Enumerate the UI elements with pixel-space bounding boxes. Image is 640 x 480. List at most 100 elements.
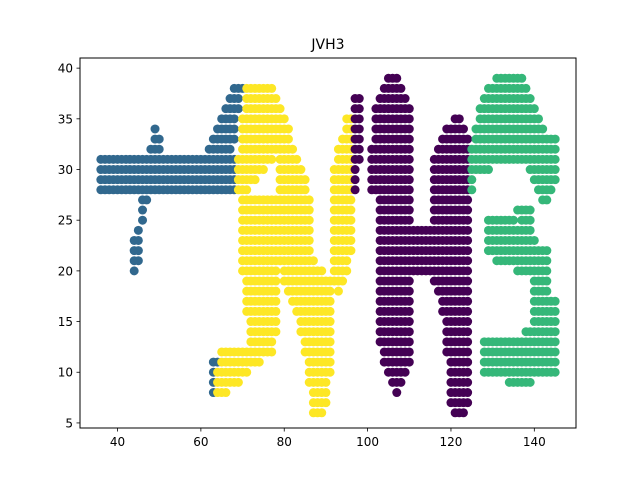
data-point (300, 175, 310, 185)
data-point (350, 185, 360, 195)
x-tick-label: 60 (193, 435, 208, 449)
data-point (538, 124, 548, 134)
data-point (292, 154, 302, 164)
data-point (550, 317, 560, 327)
data-point (550, 327, 560, 337)
data-point (354, 94, 364, 104)
data-point (267, 154, 277, 164)
data-point (333, 286, 343, 296)
data-point (458, 124, 468, 134)
data-point (404, 306, 414, 316)
point-series-1 (96, 83, 248, 398)
data-point (463, 347, 473, 357)
data-point (392, 73, 402, 83)
data-point (525, 377, 535, 387)
data-point (288, 144, 298, 154)
data-point (321, 377, 331, 387)
data-point (325, 327, 335, 337)
data-point (550, 165, 560, 175)
data-point (229, 114, 239, 124)
data-point (550, 144, 560, 154)
data-point (463, 195, 473, 205)
data-point (521, 83, 531, 93)
data-point (283, 134, 293, 144)
data-point (271, 327, 281, 337)
data-point (463, 246, 473, 256)
data-point (233, 94, 243, 104)
data-point (463, 327, 473, 337)
y-tick-label: 15 (58, 315, 73, 329)
data-point (542, 276, 552, 286)
data-point (304, 205, 314, 215)
data-point (404, 195, 414, 205)
data-point (463, 276, 473, 286)
data-point (396, 83, 406, 93)
y-tick-label: 5 (65, 416, 73, 430)
data-point (454, 114, 464, 124)
data-point (529, 235, 539, 245)
data-point (325, 296, 335, 306)
y-tick-label: 25 (58, 214, 73, 228)
data-point (463, 205, 473, 215)
data-point (550, 306, 560, 316)
data-point (271, 317, 281, 327)
data-point (242, 185, 252, 195)
y-axis: 5 10 15 20 25 30 35 40 (58, 62, 80, 430)
data-point (550, 175, 560, 185)
data-point (483, 165, 493, 175)
data-point (525, 205, 535, 215)
data-point (525, 94, 535, 104)
data-point (346, 195, 356, 205)
data-point (154, 144, 164, 154)
data-point (525, 327, 535, 337)
data-point (542, 256, 552, 266)
data-point (317, 408, 327, 418)
data-point (404, 205, 414, 215)
x-tick-label: 80 (277, 435, 292, 449)
data-point (354, 124, 364, 134)
data-point (325, 367, 335, 377)
data-point (275, 104, 285, 114)
data-point (463, 306, 473, 316)
data-point (404, 154, 414, 164)
point-series-2 (213, 83, 356, 418)
data-point (342, 266, 352, 276)
data-point (400, 367, 410, 377)
data-point (221, 388, 231, 398)
data-point (463, 357, 473, 367)
x-tick-label: 40 (110, 435, 125, 449)
data-point (325, 357, 335, 367)
data-point (463, 337, 473, 347)
data-point (404, 357, 414, 367)
data-point (271, 266, 281, 276)
data-point (279, 114, 289, 124)
data-point (404, 165, 414, 175)
data-point (304, 215, 314, 225)
data-point (354, 154, 364, 164)
data-point (346, 246, 356, 256)
data-point (546, 185, 556, 195)
data-point (529, 286, 539, 296)
data-point (463, 256, 473, 266)
data-point (138, 205, 148, 215)
data-point (542, 246, 552, 256)
data-point (463, 266, 473, 276)
data-point (542, 286, 552, 296)
y-tick-label: 35 (58, 112, 73, 126)
data-point (338, 276, 348, 286)
point-series-4 (467, 73, 560, 387)
data-point (354, 114, 364, 124)
data-point (308, 256, 318, 266)
data-point (138, 215, 148, 225)
data-point (463, 134, 473, 144)
data-point (404, 276, 414, 286)
data-point (271, 306, 281, 316)
data-point (133, 225, 143, 235)
data-point (250, 175, 260, 185)
data-point (508, 215, 518, 225)
data-point (321, 398, 331, 408)
data-point (325, 347, 335, 357)
x-tick-label: 140 (523, 435, 546, 449)
data-point (346, 225, 356, 235)
data-point (404, 144, 414, 154)
